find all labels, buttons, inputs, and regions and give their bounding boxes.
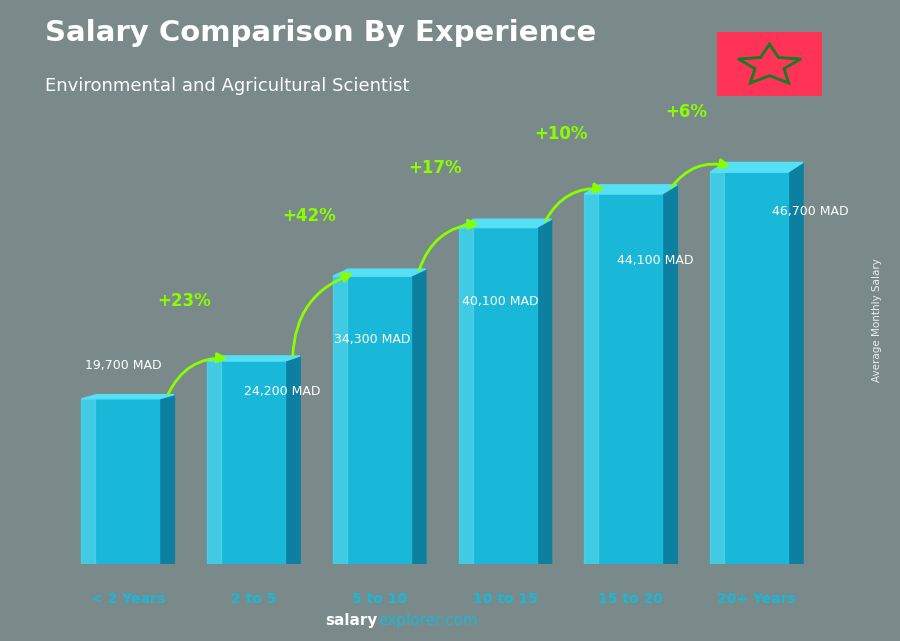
Polygon shape bbox=[159, 395, 175, 564]
Polygon shape bbox=[459, 228, 536, 564]
Polygon shape bbox=[584, 194, 598, 564]
Polygon shape bbox=[410, 269, 426, 564]
Text: < 2 Years: < 2 Years bbox=[91, 592, 165, 606]
Text: 5 to 10: 5 to 10 bbox=[352, 592, 407, 606]
Text: +23%: +23% bbox=[157, 292, 211, 310]
Text: Salary Comparison By Experience: Salary Comparison By Experience bbox=[45, 19, 596, 47]
Polygon shape bbox=[333, 269, 426, 276]
Polygon shape bbox=[333, 276, 346, 564]
Text: salary: salary bbox=[326, 613, 378, 628]
Text: 34,300 MAD: 34,300 MAD bbox=[334, 333, 410, 346]
Polygon shape bbox=[710, 172, 788, 564]
Polygon shape bbox=[459, 228, 472, 564]
Text: explorer.com: explorer.com bbox=[378, 613, 478, 628]
Text: 2 to 5: 2 to 5 bbox=[231, 592, 276, 606]
Polygon shape bbox=[207, 361, 285, 564]
Polygon shape bbox=[584, 185, 678, 194]
Polygon shape bbox=[207, 356, 301, 361]
Text: 24,200 MAD: 24,200 MAD bbox=[244, 385, 320, 398]
Polygon shape bbox=[662, 185, 678, 564]
Polygon shape bbox=[333, 276, 410, 564]
Text: 46,700 MAD: 46,700 MAD bbox=[771, 205, 849, 218]
Text: 10 to 15: 10 to 15 bbox=[472, 592, 537, 606]
Text: +6%: +6% bbox=[665, 103, 707, 121]
Text: 15 to 20: 15 to 20 bbox=[598, 592, 663, 606]
Polygon shape bbox=[536, 219, 552, 564]
Polygon shape bbox=[82, 395, 175, 399]
Polygon shape bbox=[82, 399, 95, 564]
Text: 40,100 MAD: 40,100 MAD bbox=[463, 295, 539, 308]
Text: Environmental and Agricultural Scientist: Environmental and Agricultural Scientist bbox=[45, 77, 410, 95]
Text: 19,700 MAD: 19,700 MAD bbox=[86, 359, 162, 372]
Text: Average Monthly Salary: Average Monthly Salary bbox=[872, 258, 883, 383]
Polygon shape bbox=[285, 356, 301, 564]
Polygon shape bbox=[710, 172, 724, 564]
Text: 44,100 MAD: 44,100 MAD bbox=[617, 254, 694, 267]
Text: +17%: +17% bbox=[409, 159, 462, 177]
Text: +42%: +42% bbox=[283, 208, 337, 226]
Polygon shape bbox=[459, 219, 552, 228]
Polygon shape bbox=[82, 399, 159, 564]
Polygon shape bbox=[584, 194, 662, 564]
Text: 20+ Years: 20+ Years bbox=[717, 592, 796, 606]
Polygon shape bbox=[710, 162, 803, 172]
Text: +10%: +10% bbox=[534, 125, 588, 143]
Polygon shape bbox=[207, 361, 221, 564]
Polygon shape bbox=[788, 162, 803, 564]
Bar bbox=[716, 32, 823, 96]
